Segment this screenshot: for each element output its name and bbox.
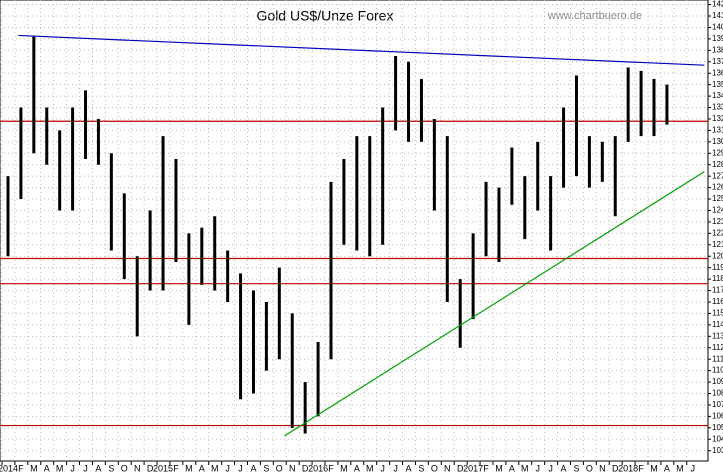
x-tick-label: A — [664, 463, 670, 473]
x-tick-label: O — [431, 463, 438, 473]
x-tick-label: 2014 — [0, 463, 18, 473]
x-tick-label: M — [495, 463, 503, 473]
x-tick-label: M — [521, 463, 529, 473]
y-tick-label: 1160 — [712, 297, 723, 306]
x-tick-label: S — [573, 463, 579, 473]
y-tick-label: 1270 — [712, 171, 723, 180]
y-tick-label: 1370 — [712, 57, 723, 66]
y-tick-label: 1050 — [712, 423, 723, 432]
x-tick-label: M — [30, 463, 38, 473]
x-tick-label: N — [289, 463, 296, 473]
x-tick-label: A — [44, 463, 50, 473]
x-tick-label: O — [276, 463, 283, 473]
x-tick-label: J — [535, 463, 540, 473]
y-tick-label: 1300 — [712, 137, 723, 146]
x-tick-label: F — [483, 463, 489, 473]
y-tick-label: 1280 — [712, 160, 723, 169]
x-tick-label: A — [406, 463, 412, 473]
x-tick-label: M — [211, 463, 219, 473]
x-tick-label: M — [56, 463, 64, 473]
x-tick-label: D — [147, 463, 154, 473]
y-tick-label: 1340 — [712, 91, 723, 100]
x-tick-label: A — [354, 463, 360, 473]
x-tick-label: F — [328, 463, 334, 473]
y-tick-label: 1250 — [712, 194, 723, 203]
y-tick-label: 1390 — [712, 34, 723, 43]
x-tick-label: A — [509, 463, 515, 473]
x-tick-label: A — [250, 463, 256, 473]
y-tick-label: 1170 — [712, 286, 723, 295]
y-tick-label: 1100 — [712, 366, 723, 375]
y-tick-label: 1080 — [712, 389, 723, 398]
x-tick-label: D — [457, 463, 464, 473]
y-tick-label: 1060 — [712, 411, 723, 420]
x-tick-label: N — [599, 463, 606, 473]
y-tick-label: 1190 — [712, 263, 723, 272]
y-tick-label: 1120 — [712, 343, 723, 352]
y-tick-label: 1040 — [712, 434, 723, 443]
y-tick-label: 1290 — [712, 148, 723, 157]
x-tick-label: J — [548, 463, 553, 473]
x-tick-label: J — [393, 463, 398, 473]
x-tick-label: O — [586, 463, 593, 473]
y-tick-label: 1180 — [712, 274, 723, 283]
x-tick-label: S — [108, 463, 114, 473]
y-tick-label: 1380 — [712, 45, 723, 54]
y-tick-label: 1150 — [712, 309, 723, 318]
x-tick-label: 2015 — [153, 463, 173, 473]
y-tick-label: 1410 — [712, 11, 723, 20]
trend-line — [18, 34, 705, 66]
y-tick-label: 1330 — [712, 103, 723, 112]
x-tick-label: F — [18, 463, 24, 473]
x-tick-label: A — [95, 463, 101, 473]
y-tick-label: 1090 — [712, 377, 723, 386]
x-tick-label: J — [691, 463, 696, 473]
x-tick-label: A — [561, 463, 567, 473]
x-tick-label: F — [173, 463, 179, 473]
x-tick-label: F — [638, 463, 644, 473]
x-tick-label: M — [676, 463, 684, 473]
y-tick-label: 1350 — [712, 80, 723, 89]
x-tick-label: N — [444, 463, 451, 473]
x-tick-label: J — [238, 463, 243, 473]
x-tick-label: M — [650, 463, 658, 473]
x-tick-label: A — [199, 463, 205, 473]
y-tick-label: 1140 — [712, 320, 723, 329]
y-tick-label: 1200 — [712, 251, 723, 260]
y-tick-label: 1240 — [712, 206, 723, 215]
y-tick-label: 1360 — [712, 68, 723, 77]
x-tick-label: M — [366, 463, 374, 473]
x-tick-label: 2016 — [308, 463, 328, 473]
y-tick-label: 1030 — [712, 446, 723, 455]
y-tick-label: 1230 — [712, 217, 723, 226]
y-tick-label: 1310 — [712, 126, 723, 135]
x-tick-label: M — [340, 463, 348, 473]
x-tick-label: 2018 — [618, 463, 638, 473]
x-tick-label: S — [418, 463, 424, 473]
y-tick-label: 1110 — [712, 354, 723, 363]
x-tick-label: J — [380, 463, 385, 473]
x-tick-label: J — [83, 463, 88, 473]
x-tick-label: 2017 — [463, 463, 483, 473]
y-tick-label: 1130 — [712, 331, 723, 340]
y-tick-label: 1400 — [712, 23, 723, 32]
x-tick-label: J — [70, 463, 75, 473]
y-tick-label: 1210 — [712, 240, 723, 249]
x-tick-label: O — [121, 463, 128, 473]
x-tick-label: D — [302, 463, 309, 473]
y-tick-label: 1260 — [712, 183, 723, 192]
y-tick-label: 1220 — [712, 228, 723, 237]
y-tick-label: 1320 — [712, 114, 723, 123]
x-tick-label: D — [612, 463, 619, 473]
y-tick-label: 1070 — [712, 400, 723, 409]
x-tick-label: J — [225, 463, 230, 473]
trend-line — [284, 171, 705, 437]
x-tick-label: M — [185, 463, 193, 473]
x-tick-label: S — [263, 463, 269, 473]
x-tick-label: N — [134, 463, 141, 473]
watermark: www.chartbuero.de — [547, 10, 642, 22]
